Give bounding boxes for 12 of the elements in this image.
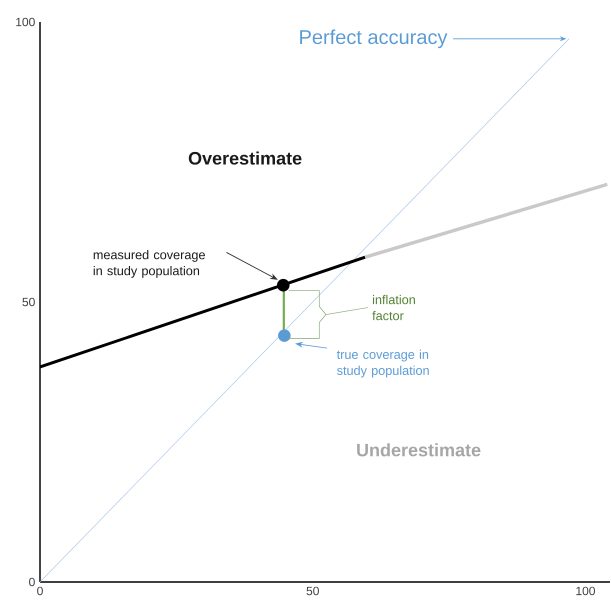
y-tick-label: 50 [22, 298, 35, 306]
y-tick-label: 100 [16, 18, 35, 26]
x-tick-label: 100 [576, 586, 595, 596]
annotation: true coverage in study population [336, 350, 429, 378]
y-tick-label: 0 [29, 578, 35, 586]
annotation: measured coverage in study population [94, 250, 205, 278]
annotation: Underestimate [357, 443, 480, 456]
annotation: Overestimate [188, 151, 302, 165]
annotation: Perfect accuracy [300, 29, 448, 48]
x-tick-label: 50 [306, 586, 319, 596]
x-tick-label: 0 [37, 586, 43, 596]
annotation: inflation factor [372, 294, 415, 320]
